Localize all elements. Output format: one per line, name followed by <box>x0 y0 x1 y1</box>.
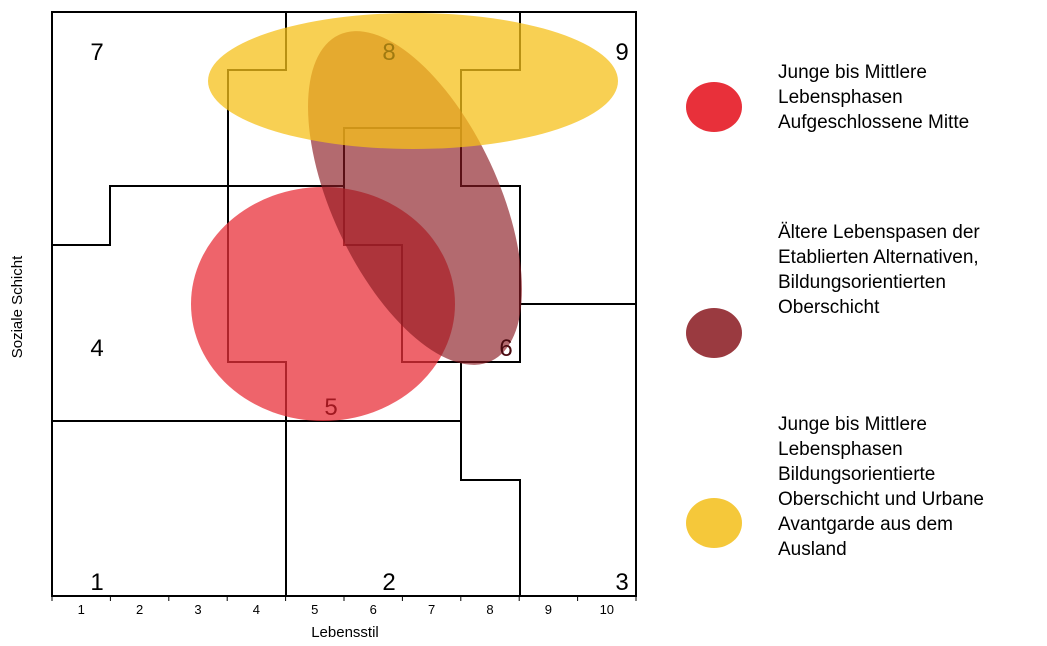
x-tick-label: 8 <box>486 602 493 617</box>
segment-label-1: 1 <box>90 569 103 596</box>
segment-label-7: 7 <box>90 39 103 66</box>
x-axis-label: Lebensstil <box>311 624 379 641</box>
segment-label-4: 4 <box>90 335 103 362</box>
segment-label-5: 5 <box>324 394 337 421</box>
x-tick-label: 10 <box>600 602 614 617</box>
ellipse-yellow <box>208 13 618 149</box>
x-tick-label: 1 <box>78 602 85 617</box>
x-tick-label: 2 <box>136 602 143 617</box>
legend: Junge bis Mittlere Lebensphasen Aufgesch… <box>680 0 1047 646</box>
x-tick-label: 9 <box>545 602 552 617</box>
legend-text-maroon: Ältere Lebenspasen der Etablierten Alter… <box>778 222 980 318</box>
x-tick-label: 6 <box>370 602 377 617</box>
y-axis-label: Soziale Schicht <box>9 255 26 358</box>
segment-labels: 1 2 3 4 5 6 7 8 9 <box>90 39 628 596</box>
legend-item-yellow: Junge bis Mittlere Lebensphasen Bildungs… <box>680 412 1047 582</box>
legend-swatch-red <box>686 82 742 132</box>
legend-text-red: Junge bis Mittlere Lebensphasen Aufgesch… <box>778 62 970 133</box>
x-tick-label: 7 <box>428 602 435 617</box>
x-tick-label: 3 <box>194 602 201 617</box>
legend-swatch-yellow <box>686 498 742 548</box>
segment-label-9: 9 <box>615 39 628 66</box>
x-tick-label: 5 <box>311 602 318 617</box>
x-axis: 1 2 3 4 5 6 7 8 9 10 <box>51 595 637 617</box>
segment-label-3: 3 <box>615 569 628 596</box>
x-tick-label: 4 <box>253 602 260 617</box>
legend-text-yellow: Junge bis Mittlere Lebensphasen Bildungs… <box>778 414 984 560</box>
segment-label-8: 8 <box>382 39 395 66</box>
target-group-ellipses <box>191 13 618 421</box>
segment-label-6: 6 <box>499 335 512 362</box>
legend-item-red: Junge bis Mittlere Lebensphasen Aufgesch… <box>680 60 1047 150</box>
legend-item-maroon: Ältere Lebenspasen der Etablierten Alter… <box>680 220 1047 360</box>
segment-label-2: 2 <box>382 569 395 596</box>
legend-swatch-maroon <box>686 308 742 358</box>
